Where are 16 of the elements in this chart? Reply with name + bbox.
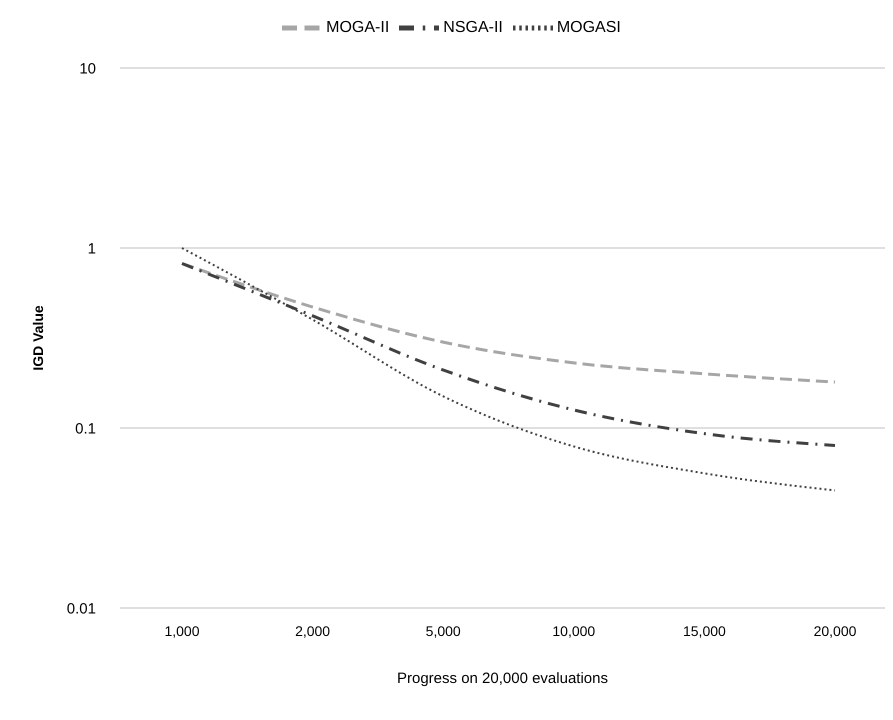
y-tick-label: 10 (79, 60, 96, 78)
x-tick-label: 2,000 (295, 622, 330, 639)
y-tick-label: 0.01 (66, 600, 96, 618)
y-axis-title: IGD Value (30, 305, 46, 371)
x-tick-label: 5,000 (426, 622, 461, 639)
legend-label: MOGASI (556, 19, 621, 36)
x-tick-label: 15,000 (682, 622, 726, 639)
y-tick-label: 1 (88, 240, 96, 258)
x-tick-label: 1,000 (164, 622, 200, 639)
x-axis-title: Progress on 20,000 evaluations (397, 670, 608, 687)
y-tick-label: 0.1 (75, 420, 96, 438)
legend-label: NSGA-II (443, 19, 503, 36)
x-tick-label: 20,000 (814, 622, 857, 639)
x-tick-label: 10,000 (552, 622, 596, 639)
line-series (181, 247, 836, 492)
legend-label: MOGA-II (326, 19, 390, 36)
